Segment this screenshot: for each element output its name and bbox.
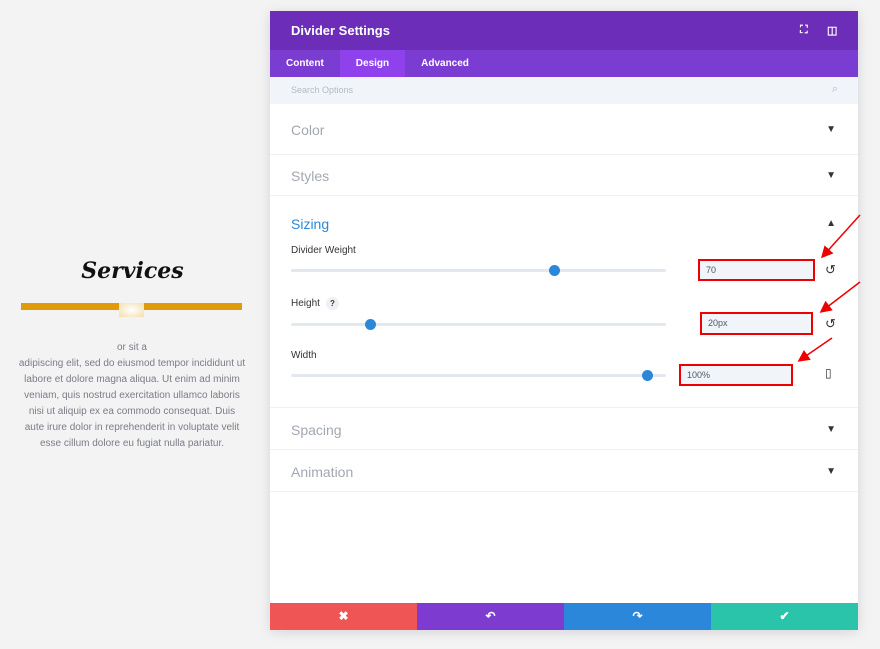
tab-advanced[interactable]: Advanced xyxy=(421,58,469,69)
tab-content[interactable]: Content xyxy=(286,58,324,69)
redo-button[interactable]: ↷ xyxy=(564,603,711,630)
chevron-down-icon: ▼ xyxy=(826,466,836,477)
section-spacing-label: Spacing xyxy=(291,422,342,438)
chevron-down-icon: ▼ xyxy=(826,424,836,435)
chevron-down-icon: ▼ xyxy=(826,124,836,135)
height-slider[interactable] xyxy=(291,319,666,330)
fullscreen-icon[interactable]: ⛶ xyxy=(800,24,808,36)
modal-title: Divider Settings xyxy=(291,23,390,38)
divider-glow xyxy=(119,303,144,317)
slider-thumb[interactable] xyxy=(548,265,560,276)
annotation-arrow xyxy=(797,337,833,362)
section-sizing-label[interactable]: Sizing xyxy=(291,216,330,232)
section-color-label: Color xyxy=(291,122,325,138)
divider-weight-slider[interactable] xyxy=(291,265,666,276)
height-label-text: Height xyxy=(291,298,320,309)
tab-bar: Content Design Advanced xyxy=(270,50,858,77)
divider-weight-label: Divider Weight xyxy=(291,245,356,256)
width-input[interactable]: 100% xyxy=(679,364,793,386)
modal-footer: ✖ ↶ ↷ ✔ xyxy=(270,603,858,630)
search-placeholder: Search Options xyxy=(291,85,354,95)
height-label: Height? xyxy=(291,297,339,310)
section-styles[interactable]: Styles ▼ xyxy=(270,155,858,196)
section-spacing[interactable]: Spacing ▼ xyxy=(270,408,858,450)
body-text: or sit a adipiscing elit, sed do eiusmod… xyxy=(18,340,246,452)
chevron-down-icon: ▼ xyxy=(826,170,836,181)
body-text-line1: or sit a xyxy=(116,342,147,353)
divider-settings-modal: Divider Settings ⛶ ◫ Content Design Adva… xyxy=(270,11,858,630)
undo-button[interactable]: ↶ xyxy=(417,603,564,630)
help-icon[interactable]: ? xyxy=(325,297,339,310)
width-slider[interactable] xyxy=(291,370,666,381)
slider-thumb[interactable] xyxy=(642,370,654,381)
save-button[interactable]: ✔ xyxy=(711,603,858,630)
body-text-main: adipiscing elit, sed do eiusmod tempor i… xyxy=(18,358,246,449)
width-label: Width xyxy=(291,350,317,361)
services-heading: Services xyxy=(81,258,184,284)
search-icon: ⌕ xyxy=(831,83,838,95)
reset-icon[interactable]: ↺ xyxy=(825,262,836,277)
section-color[interactable]: Color ▼ xyxy=(270,104,858,155)
reset-icon[interactable]: ↺ xyxy=(825,316,836,331)
section-animation[interactable]: Animation ▼ xyxy=(270,450,858,492)
cancel-button[interactable]: ✖ xyxy=(270,603,417,630)
section-animation-label: Animation xyxy=(291,464,354,480)
sidebar-toggle-icon[interactable]: ◫ xyxy=(827,25,838,37)
responsive-phone-icon[interactable]: ▯ xyxy=(825,366,832,380)
chevron-up-icon[interactable]: ▲ xyxy=(826,218,836,229)
modal-header: Divider Settings ⛶ ◫ xyxy=(270,11,858,50)
height-input[interactable]: 20px xyxy=(700,312,813,335)
section-sizing: Sizing ▲ Divider Weight 70 ↺ Height? 20p… xyxy=(270,196,858,408)
annotation-arrow xyxy=(819,281,861,313)
tab-design[interactable]: Design xyxy=(339,50,406,77)
section-styles-label: Styles xyxy=(291,168,330,184)
divider-weight-input[interactable]: 70 xyxy=(698,259,815,281)
slider-thumb[interactable] xyxy=(364,319,376,330)
annotation-arrow xyxy=(820,214,861,259)
search-options-input[interactable]: Search Options ⌕ xyxy=(270,77,858,104)
